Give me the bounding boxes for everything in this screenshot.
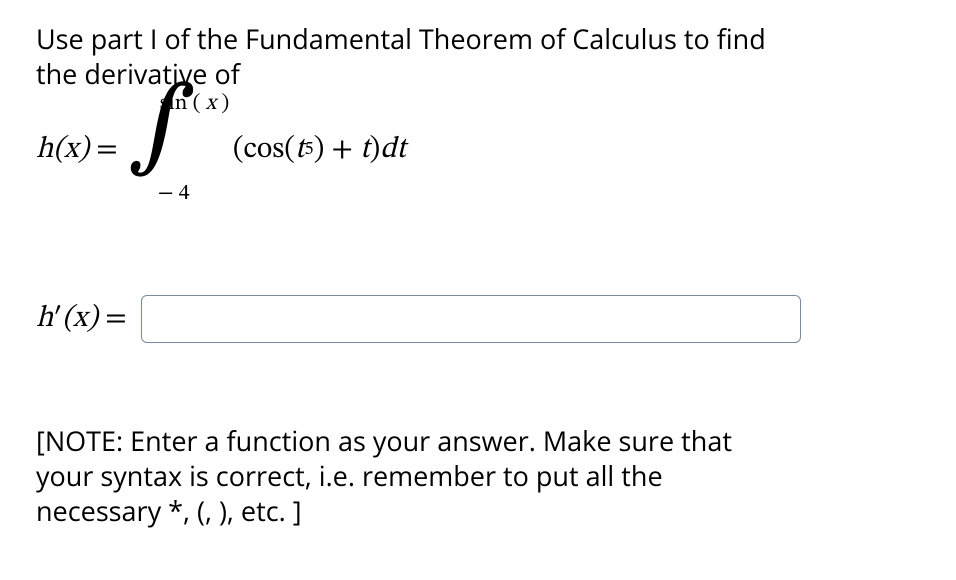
prompt-line-1: Use part I of the Fundamental Theorem of…: [36, 20, 766, 57]
note-line-2: your syntax is correct, i.e. remember to…: [36, 457, 663, 494]
answer-label: h′(x) =: [36, 300, 127, 338]
ans-var: x: [73, 304, 87, 334]
plus-sign: +: [331, 131, 353, 169]
note-line-3: necessary *, (, ), etc. ]: [36, 492, 302, 529]
answer-row: h′(x) =: [36, 295, 920, 343]
note-line-1: [NOTE: Enter a function as your answer. …: [36, 422, 732, 459]
question-page: Use part I of the Fundamental Theorem of…: [0, 0, 956, 550]
integral-symbol-block: ∫ sin ( x ) − 4: [128, 100, 218, 200]
note-text: [NOTE: Enter a function as your answer. …: [36, 423, 920, 528]
integral-upper-limit: sin ( x ): [160, 90, 229, 118]
cos-var: t: [295, 131, 304, 169]
func-name: h: [36, 135, 53, 165]
upper-arg: x: [206, 93, 217, 115]
eq-lhs: h(x) =: [36, 131, 118, 169]
equals-sign: =: [96, 135, 118, 165]
ans-prime: ′: [53, 304, 62, 334]
cos-fn: cos: [244, 131, 285, 169]
upper-fn: sin: [160, 93, 188, 115]
plus-var: t: [360, 131, 369, 169]
equation-definition: h(x) = ∫ sin ( x ) − 4 (cos(t5) + t)dt: [36, 95, 920, 205]
ans-equals: =: [105, 304, 127, 334]
integral-lower-limit: − 4: [158, 180, 190, 208]
ans-func: h: [36, 304, 53, 334]
dt: dt: [380, 131, 406, 169]
answer-input[interactable]: [141, 295, 801, 343]
func-var: x: [64, 135, 78, 165]
integrand: (cos(t5) + t)dt: [226, 131, 406, 169]
